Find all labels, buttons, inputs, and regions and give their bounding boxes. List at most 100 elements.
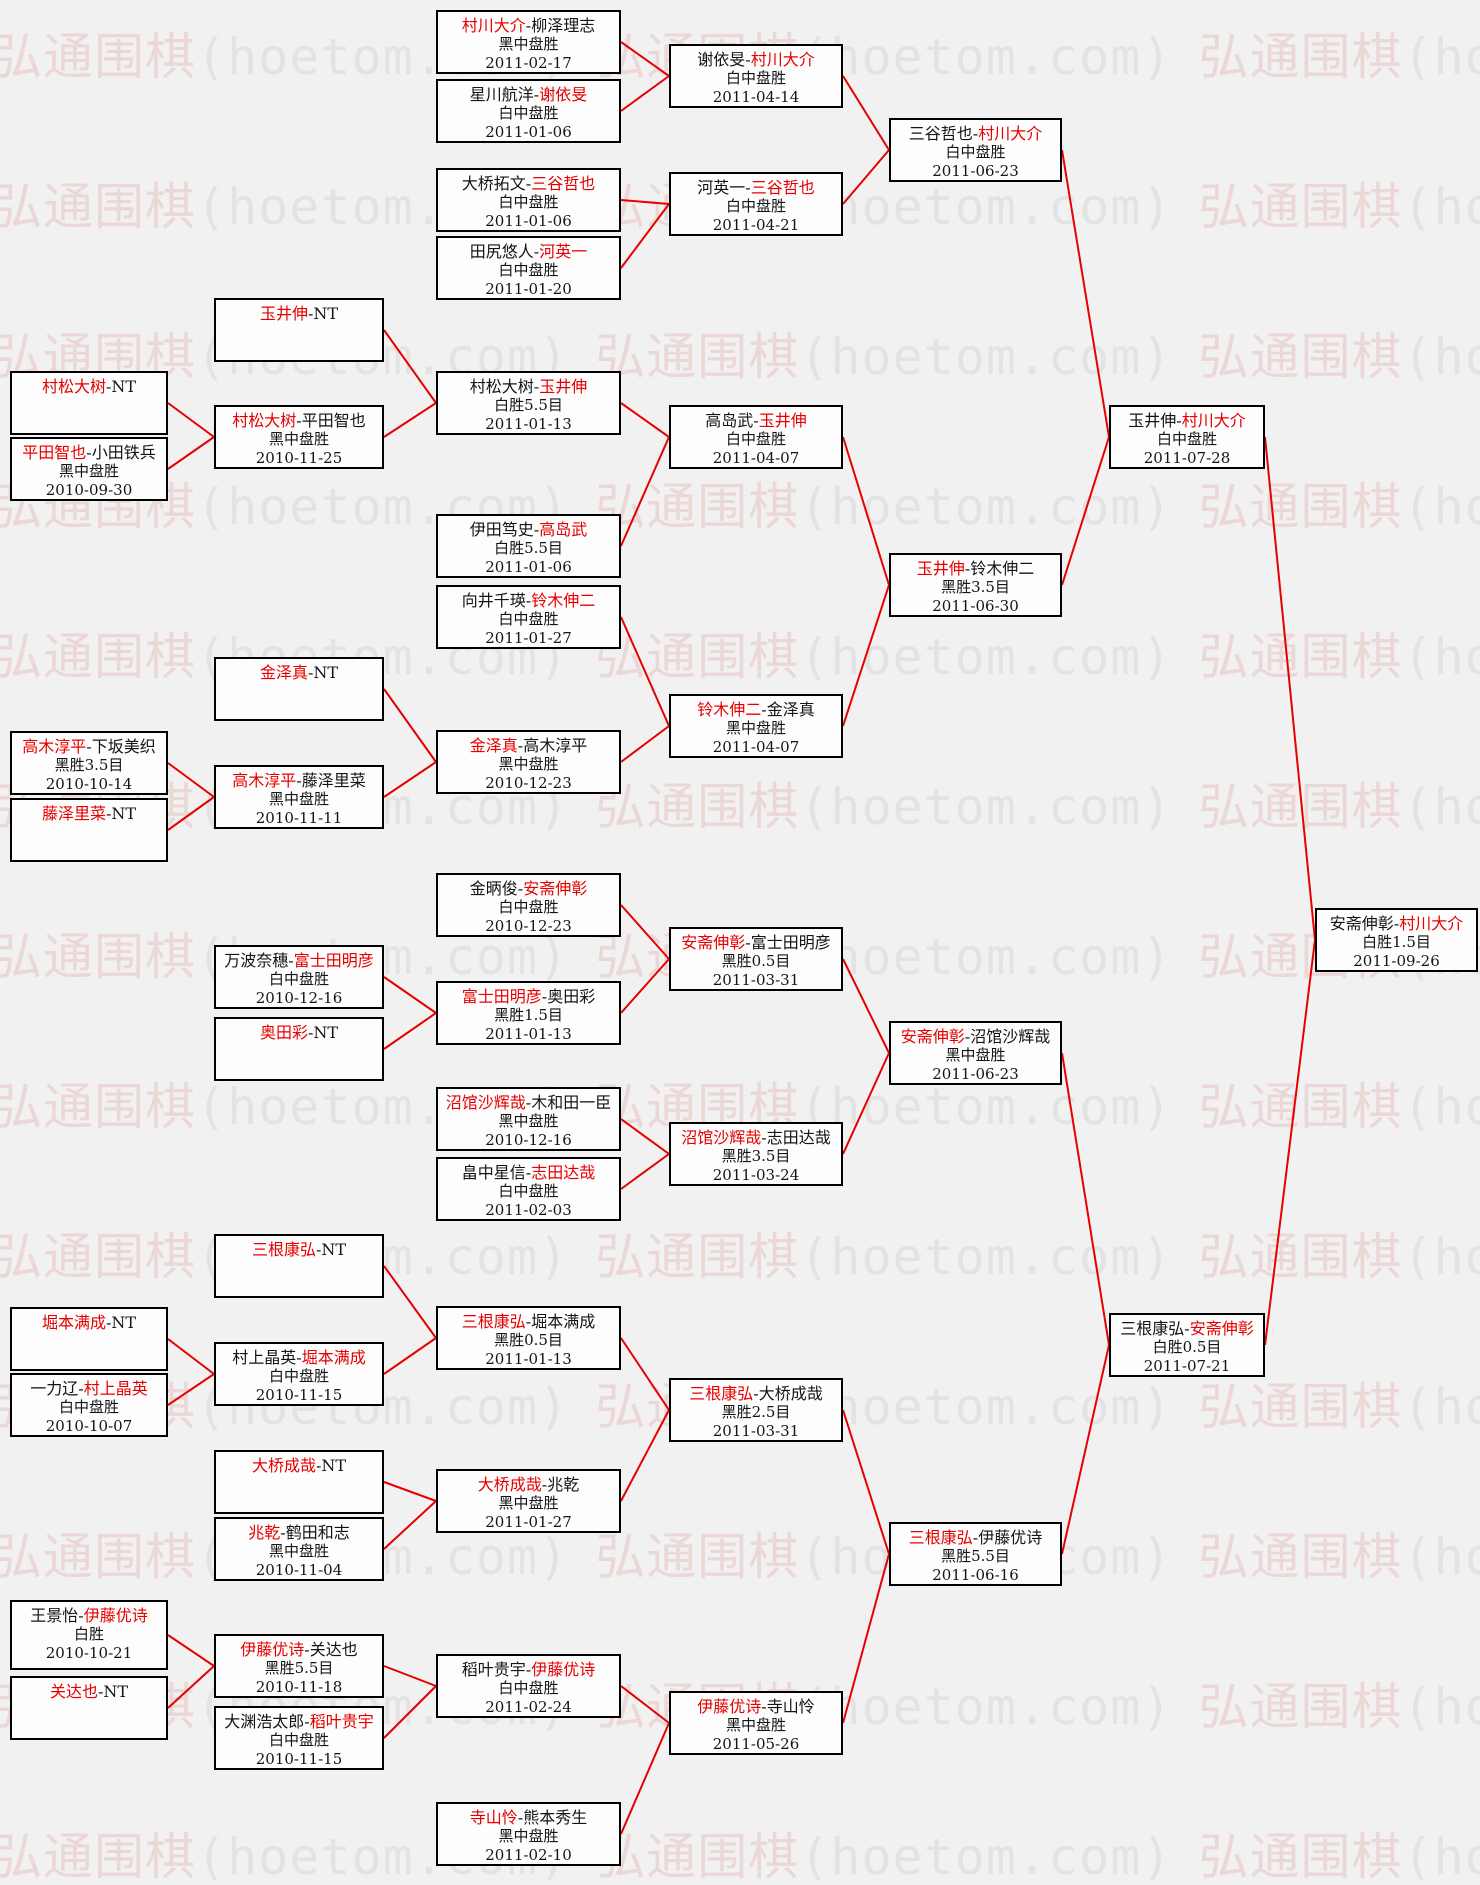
pairing-separator: - (964, 1027, 971, 1046)
player-name-white: 木和田一臣 (531, 1093, 612, 1112)
match-box-D7: 三根康弘-大桥成哉 黑胜2.5目 2011-03-31 (669, 1378, 843, 1442)
connector-line (842, 436, 890, 586)
player-name-black: 村松大树 (41, 377, 106, 396)
player-name-white: 三谷哲也 (750, 178, 815, 197)
match-box-B8: 兆乾-鹤田和志 黑中盘胜 2010-11-04 (214, 1517, 384, 1581)
match-result: 白中盘胜 (498, 104, 559, 122)
player-name-black: 三根康弘 (461, 1312, 526, 1331)
connector-line (620, 1153, 670, 1190)
pairing-separator: - (517, 879, 524, 898)
match-pairing: 玉井伸-铃木伸二 (891, 559, 1060, 578)
pairing-separator: - (304, 1640, 310, 1659)
pairing-separator: - (761, 1128, 767, 1147)
pairing-separator: - (296, 771, 302, 790)
match-pairing: 三根康弘-伊藤优诗 (891, 1528, 1060, 1547)
pairing-separator: - (296, 411, 302, 430)
player-name-black: 大桥成哉 (251, 1456, 316, 1475)
pairing-separator: - (761, 700, 767, 719)
connector-line (383, 688, 437, 763)
player-name-black: 河英一 (697, 178, 746, 197)
player-name-white: 伊藤优诗 (83, 1606, 148, 1625)
connector-line (620, 904, 670, 960)
connector-line (1061, 1344, 1110, 1555)
connector-line (1061, 436, 1110, 586)
match-result: 黑胜2.5目 (721, 1403, 791, 1421)
player-name-white: 河英一 (539, 242, 588, 261)
match-result: 白中盘胜 (498, 898, 559, 916)
player-name-black: 寺山怜 (469, 1808, 518, 1827)
connector-line (620, 725, 670, 763)
connector-line (842, 1409, 890, 1555)
player-name-black: 三根康弘 (908, 1528, 973, 1547)
connector-line (383, 1665, 437, 1687)
player-name-black: 沼馆沙辉哉 (445, 1093, 526, 1112)
player-name-black: 三根康弘 (251, 1240, 316, 1259)
match-box-C5: 村松大树-玉井伸 白胜5.5目 2011-01-13 (436, 371, 621, 435)
match-box-B3: 金泽真-NT (214, 657, 384, 721)
connector-line (620, 958, 670, 1014)
match-box-E2: 玉井伸-铃木伸二 黑胜3.5目 2011-06-30 (889, 553, 1062, 617)
match-pairing: 三根康弘-大桥成哉 (671, 1384, 841, 1403)
match-box-A2: 平田智也-小田铁兵 黑中盘胜 2010-09-30 (10, 437, 168, 501)
match-result: 白中盘胜 (498, 193, 559, 211)
match-result: 黑中盘胜 (725, 1716, 786, 1734)
player-name-black: 星川航洋 (469, 85, 534, 104)
connector-line (842, 75, 890, 151)
player-name-black: 藤泽里菜 (41, 804, 106, 823)
player-name-white: 铃木伸二 (970, 559, 1035, 578)
match-box-E1: 三谷哲也-村川大介 白中盘胜 2011-06-23 (889, 118, 1062, 182)
pairing-separator: - (541, 1475, 548, 1494)
pairing-separator: - (105, 377, 112, 396)
player-name-black: 大渊浩太郎 (224, 1712, 305, 1731)
player-name-white: 柳泽理志 (531, 16, 596, 35)
match-date: 2011-09-26 (1353, 952, 1440, 970)
connector-line (620, 41, 670, 77)
player-name-white: 高岛武 (539, 520, 588, 539)
match-pairing: 河英一-三谷哲也 (671, 178, 841, 197)
match-box-A5: 堀本满成-NT (10, 1307, 168, 1371)
match-pairing: 三根康弘-堀本满成 (438, 1312, 619, 1331)
match-result: 黑中盘胜 (498, 35, 559, 53)
player-name-white: 志田达哉 (531, 1163, 596, 1182)
match-date: 2010-10-14 (45, 775, 133, 793)
pairing-separator: - (315, 1240, 322, 1259)
connector-line (842, 1553, 890, 1724)
match-date: 2011-01-13 (485, 1350, 572, 1368)
match-pairing: 玉井伸-村川大介 (1111, 411, 1263, 430)
match-date: 2011-07-28 (1143, 449, 1231, 467)
pairing-separator: - (97, 1682, 104, 1701)
player-name-white: 村上晶英 (83, 1379, 148, 1398)
connector-line (620, 1722, 670, 1835)
match-pairing: 安斋伸彰-沼馆沙辉哉 (891, 1027, 1060, 1046)
match-date: 2011-01-06 (485, 123, 572, 141)
pairing-separator: - (517, 1808, 524, 1827)
match-result: 黑胜1.5目 (494, 1006, 563, 1024)
match-result: 白中盘胜 (725, 69, 786, 87)
match-result: 白中盘胜 (1156, 430, 1217, 448)
match-result: 白中盘胜 (268, 1367, 329, 1385)
match-date: 2010-11-18 (255, 1678, 343, 1696)
match-result: 白胜5.5目 (494, 396, 563, 414)
pairing-separator: - (307, 1023, 314, 1042)
player-name-black: 安斋伸彰 (900, 1027, 965, 1046)
pairing-separator: - (533, 242, 540, 261)
match-date: 2010-11-15 (255, 1750, 343, 1768)
match-box-C4: 田尻悠人-河英一 白中盘胜 2011-01-20 (436, 236, 621, 300)
player-name-white: 兆乾 (547, 1475, 580, 1494)
match-box-A3: 高木淳平-下坂美织 黑胜3.5目 2010-10-14 (10, 731, 168, 795)
match-box-C9: 富士田明彦-奥田彩 黑胜1.5目 2011-01-13 (436, 981, 621, 1045)
pairing-separator: - (525, 1660, 532, 1679)
player-name-white: 堀本满成 (301, 1348, 366, 1367)
match-box-C6: 伊田笃史-高岛武 白胜5.5目 2011-01-06 (436, 514, 621, 578)
player-name-black: 奥田彩 (259, 1023, 308, 1042)
player-name-black: 村松大树 (469, 377, 534, 396)
player-name-black: 村上晶英 (232, 1348, 297, 1367)
match-pairing: 伊田笃史-高岛武 (438, 520, 619, 539)
player-name-white: 金泽真 (766, 700, 815, 719)
pairing-separator: - (105, 1313, 112, 1332)
match-result: 黑中盘胜 (498, 1112, 559, 1130)
match-date: 2011-03-24 (712, 1166, 800, 1184)
match-result: 黑胜3.5目 (941, 578, 1010, 596)
player-name-black: 三根康弘 (1120, 1319, 1185, 1338)
player-name-white: 寺山怜 (766, 1697, 815, 1716)
